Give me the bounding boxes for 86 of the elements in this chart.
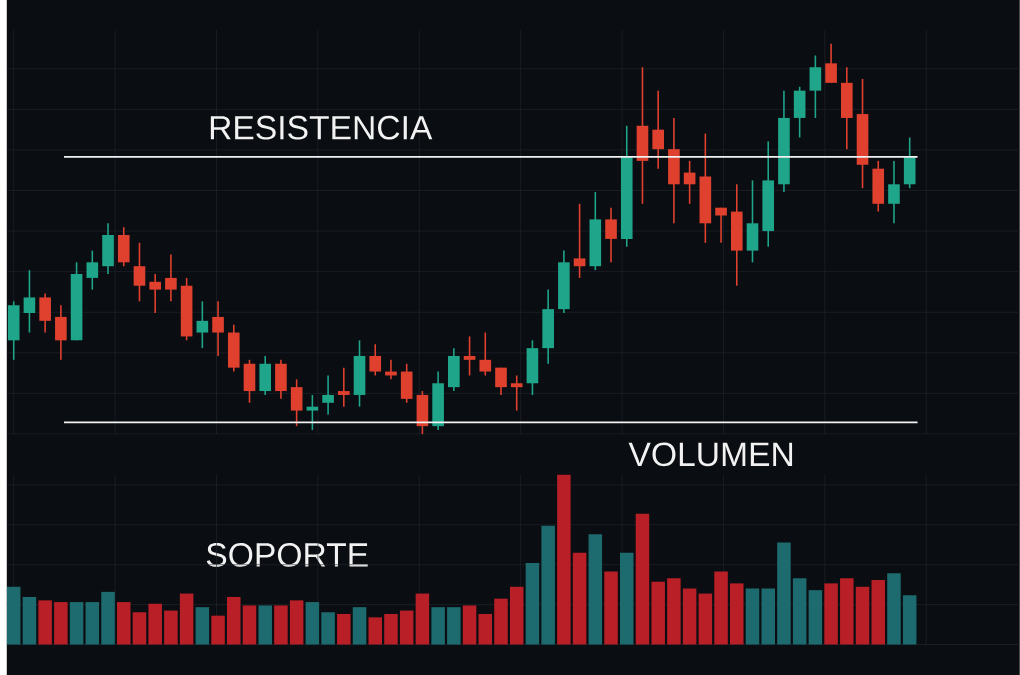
bar bbox=[321, 612, 335, 645]
candlestick bbox=[825, 42, 837, 84]
bar bbox=[871, 579, 886, 645]
bar bbox=[305, 601, 320, 645]
bar bbox=[855, 586, 870, 645]
bar bbox=[651, 581, 665, 645]
bar bbox=[101, 591, 115, 645]
bar bbox=[698, 593, 713, 645]
bar bbox=[635, 513, 650, 645]
bar bbox=[887, 573, 901, 645]
candlestick bbox=[479, 331, 492, 377]
bar bbox=[227, 596, 241, 645]
bar bbox=[462, 605, 477, 645]
bar bbox=[557, 474, 571, 645]
bar bbox=[179, 593, 194, 645]
candlestick bbox=[165, 253, 177, 302]
bar bbox=[211, 615, 225, 645]
bar bbox=[761, 588, 775, 645]
bar bbox=[541, 525, 555, 645]
bar bbox=[714, 571, 728, 645]
bar bbox=[289, 600, 304, 645]
candlestick bbox=[605, 206, 617, 263]
bar bbox=[132, 612, 147, 645]
candlestick bbox=[306, 394, 319, 431]
bar bbox=[148, 603, 162, 645]
bar bbox=[808, 590, 823, 645]
bar bbox=[604, 571, 618, 645]
bar bbox=[682, 588, 697, 645]
bar bbox=[509, 586, 524, 645]
bar bbox=[242, 605, 257, 645]
candlestick bbox=[133, 241, 146, 302]
bar bbox=[494, 598, 508, 645]
bar bbox=[399, 610, 414, 645]
bar bbox=[431, 607, 445, 645]
bar bbox=[384, 613, 398, 645]
bar bbox=[195, 607, 210, 645]
bar bbox=[572, 552, 587, 645]
candlestick bbox=[149, 273, 161, 314]
bar bbox=[824, 583, 838, 645]
candlestick bbox=[369, 343, 382, 377]
bar bbox=[258, 605, 272, 645]
annotation: SOPORTE bbox=[206, 542, 368, 567]
candlestick bbox=[652, 89, 664, 170]
bar bbox=[792, 578, 807, 645]
bar bbox=[619, 552, 634, 645]
bar bbox=[6, 586, 21, 645]
candlestick bbox=[715, 206, 727, 244]
bar bbox=[116, 601, 131, 645]
candlestick bbox=[337, 366, 350, 408]
candlestick bbox=[196, 300, 209, 349]
bar bbox=[902, 595, 917, 645]
bar bbox=[69, 601, 84, 645]
candlestick bbox=[573, 202, 586, 279]
bar bbox=[164, 610, 178, 645]
bar bbox=[447, 607, 461, 645]
candlestick bbox=[39, 292, 51, 334]
candlestick bbox=[888, 159, 900, 224]
bar bbox=[667, 578, 681, 645]
candlestick bbox=[809, 54, 822, 119]
bar bbox=[840, 578, 854, 645]
bar bbox=[777, 542, 791, 645]
candlestick bbox=[495, 366, 507, 396]
bar bbox=[85, 601, 100, 645]
candlestick bbox=[322, 374, 334, 416]
bar bbox=[368, 617, 383, 645]
bar bbox=[478, 613, 493, 645]
candlestick bbox=[55, 304, 67, 361]
candlestick bbox=[290, 378, 303, 427]
ref-line-label: RESISTENCIA bbox=[210, 115, 433, 140]
bar bbox=[274, 605, 288, 645]
chart-title: VOLUMEN bbox=[628, 442, 793, 467]
candlestick bbox=[463, 335, 476, 377]
candlestick bbox=[86, 249, 99, 291]
bar bbox=[54, 601, 68, 645]
bar bbox=[415, 593, 430, 645]
bar bbox=[730, 583, 744, 645]
candlestick bbox=[23, 269, 36, 334]
bar bbox=[337, 613, 351, 645]
bar bbox=[22, 596, 37, 645]
bar bbox=[38, 600, 52, 645]
candlestick bbox=[212, 300, 224, 357]
bar bbox=[525, 562, 540, 645]
bar bbox=[588, 533, 603, 645]
candlestick bbox=[510, 374, 523, 412]
bar bbox=[745, 588, 760, 645]
bar bbox=[352, 607, 367, 645]
